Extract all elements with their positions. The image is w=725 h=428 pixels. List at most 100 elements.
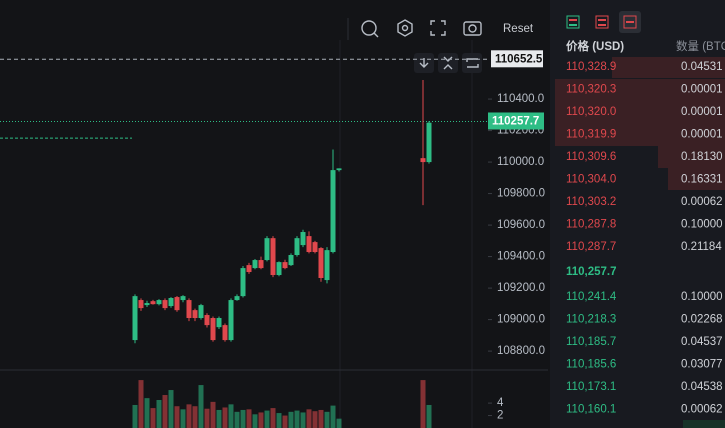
volume-bar [312,411,318,428]
volume-bar [180,409,186,428]
tool-icon[interactable] [361,20,379,38]
candle-body [204,315,210,326]
candle-body [300,232,306,246]
y-tick-label: 110000.0 [497,156,544,168]
y-tick-label: 109200.0 [497,282,545,294]
bid-price: 110,173.1 [566,381,616,393]
volume-bar [198,385,204,428]
qty-header: 数量 (BTC [676,39,725,53]
bid-price: 110,185.7 [566,336,616,348]
candle-body [144,303,150,306]
y-tick-label: 109400.0 [497,251,545,263]
bid-qty: 0.10000 [681,291,723,303]
volume-bar [270,408,276,428]
scroll-button[interactable] [438,53,458,73]
volume-bar [240,409,246,428]
candle-body [330,170,336,253]
scroll-button[interactable] [462,53,482,73]
candle-body [168,298,174,307]
candle-body [336,168,342,171]
tool-icon[interactable] [397,19,413,37]
reset-button[interactable]: Reset [503,23,534,35]
candle-body [264,238,270,261]
volume-bar [150,408,156,428]
ask-qty: 0.00001 [681,129,723,141]
bid-qty: 0.00062 [681,404,723,416]
y-tick-label: 110400.0 [497,93,544,105]
volume-bar [252,414,258,428]
depth-bar [683,420,725,428]
candle-body [174,297,180,311]
candle-body [312,242,318,253]
candle-body [210,318,216,341]
ask-price: 110,320.0 [566,106,616,118]
tool-icon[interactable] [463,21,482,36]
volume-bar [276,413,282,428]
volume-bar [246,409,252,428]
volume-bar [282,415,288,428]
marker-price-label: 110652.5 [495,53,543,65]
bid-qty: 0.04538 [681,381,723,393]
volume-bar [138,380,144,428]
volume-bar [156,400,162,428]
volume-bar [186,404,192,428]
ask-price: 110,303.2 [566,196,616,208]
y-tick-label: 109800.0 [497,188,545,200]
volume-bar [330,405,336,428]
ask-qty: 0.00062 [681,196,723,208]
volume-bar [300,412,306,428]
candle-body [306,236,312,253]
ask-qty: 0.18130 [681,151,723,163]
candle-body [186,300,192,319]
depth-bar [668,168,725,190]
ask-qty: 0.21184 [681,241,722,253]
ask-price: 110,320.3 [566,84,616,96]
candle-body [222,325,228,341]
depth-bar [612,57,725,78]
volume-bar [318,409,324,428]
ask-qty: 0.00001 [681,84,723,96]
y-tick-label: 108800.0 [497,345,545,357]
scroll-button[interactable] [414,53,434,73]
candle-body [420,158,426,163]
ask-qty: 0.10000 [681,219,723,231]
candle-body [252,260,258,269]
bid-price: 110,160.1 [566,404,616,416]
bid-price: 110,241.4 [566,291,617,303]
volume-bar [174,406,180,428]
depth-bar [555,79,725,146]
volume-bar [204,408,210,428]
ask-qty: 0.04531 [681,61,723,73]
candle-body [150,301,156,305]
bid-qty: 0.04537 [681,336,723,348]
book-view-button[interactable] [595,15,609,29]
mid-price: 110,257.7 [566,266,617,278]
book-view-button[interactable] [619,11,641,33]
volume-bar [324,411,330,428]
candle-body [270,238,276,276]
candle-body [288,255,294,266]
ask-price: 110,309.6 [566,151,616,163]
volume-bar [162,395,168,428]
candle-body [282,262,288,269]
last-price-label: 110257.7 [492,116,539,128]
marker-price-tag [491,50,543,68]
bid-price: 110,218.3 [566,314,616,326]
volume-bar [234,411,240,428]
volume-bar [420,380,426,428]
y-tick-label: 109600.0 [497,219,545,231]
candle-body [192,310,198,319]
volume-bar [168,390,174,428]
bid-qty: 0.03077 [681,359,723,371]
candle-body [240,268,246,297]
candle-body [162,300,168,309]
candle-body [246,265,252,273]
price-header: 价格 (USD) [566,39,624,53]
book-view-button[interactable] [566,15,580,29]
candle-body [234,296,240,301]
volume-bar [288,411,294,428]
tool-icon[interactable] [430,20,446,36]
ask-price: 110,328.9 [566,61,616,73]
candle-body [180,296,186,301]
candle-body [258,260,264,269]
